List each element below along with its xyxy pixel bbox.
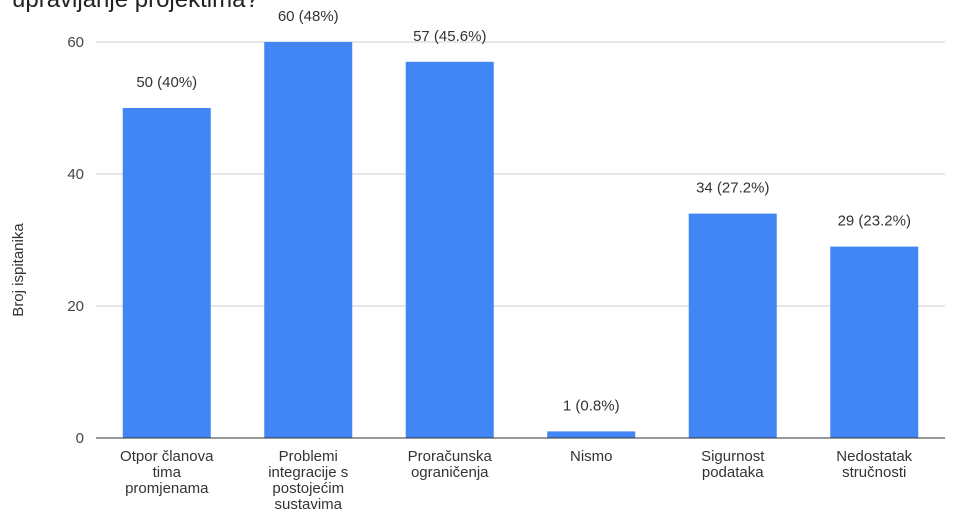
data-label: 34 (27.2%) <box>696 180 769 197</box>
bar <box>830 246 919 438</box>
bar <box>264 42 353 438</box>
x-axis-ticks: Otpor članova tima promjenama Problemi integ… <box>120 448 913 513</box>
y-axis-title: Broj ispitanika <box>10 223 27 317</box>
bar <box>547 431 636 438</box>
data-label: 50 (40%) <box>136 74 197 91</box>
y-tick-label: 20 <box>67 298 84 315</box>
y-tick-label: 40 <box>67 166 84 183</box>
y-tick-label: 0 <box>76 430 84 447</box>
data-labels: 50 (40%) 60 (48%) 57 (45.6%) 1 (0.8%) 34 (27… <box>136 8 911 414</box>
x-tick-label: Sigurnost podataka <box>701 448 765 481</box>
data-label: 57 (45.6%) <box>413 28 486 45</box>
data-label: 29 (23.2%) <box>838 213 911 230</box>
x-tick-label: Otpor članova tima promjenama <box>120 448 214 497</box>
bar <box>122 108 211 438</box>
chart-title: upravljanje projektima? <box>12 0 259 14</box>
y-tick-label: 60 <box>67 34 84 51</box>
bar <box>405 61 494 439</box>
bar <box>688 213 777 438</box>
x-tick-label: Proračunska ograničenja <box>408 448 493 481</box>
x-tick-label: Nedostatak stručnosti <box>836 448 912 481</box>
x-tick-label: Problemi integracije s postojećim sustavima <box>268 448 348 513</box>
x-tick-label: Nismo <box>570 448 613 465</box>
y-axis-ticks: 0 20 40 60 <box>67 34 84 447</box>
gridlines <box>96 41 945 307</box>
data-label: 60 (48%) <box>278 8 339 25</box>
data-label: 1 (0.8%) <box>563 397 620 414</box>
bars <box>122 42 919 439</box>
